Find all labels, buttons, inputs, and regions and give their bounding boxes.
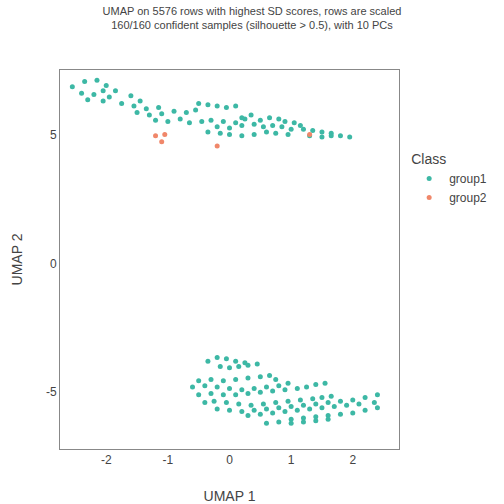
svg-text:-2: -2 (101, 453, 112, 467)
svg-text:UMAP 2: UMAP 2 (9, 233, 25, 285)
svg-text:group1: group1 (449, 172, 487, 186)
svg-text:group2: group2 (449, 191, 487, 205)
svg-text:0: 0 (50, 257, 57, 271)
svg-text:2: 2 (349, 453, 356, 467)
svg-text:-5: -5 (46, 385, 57, 399)
svg-text:UMAP 1: UMAP 1 (204, 488, 256, 504)
svg-text:1: 1 (288, 453, 295, 467)
svg-text:UMAP on 5576 rows with highest: UMAP on 5576 rows with highest SD scores… (103, 5, 402, 31)
svg-text:-1: -1 (163, 453, 174, 467)
svg-text:Class: Class (411, 151, 446, 167)
svg-text:5: 5 (50, 128, 57, 142)
svg-text:0: 0 (226, 453, 233, 467)
